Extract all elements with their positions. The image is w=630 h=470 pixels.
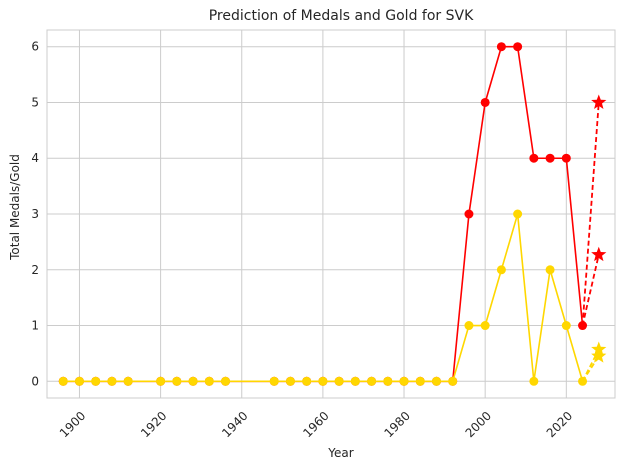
y-tick-label: 4 (31, 151, 39, 165)
gold-data-point (156, 376, 166, 386)
total-prediction-line (581, 254, 600, 326)
y-tick-label: 3 (31, 207, 39, 221)
y-tick-label: 5 (31, 95, 39, 109)
gold-data-point (58, 376, 68, 386)
total-data-point (561, 153, 571, 163)
total-data-point (496, 42, 506, 52)
gold-data-point (480, 321, 490, 331)
gold-data-point (269, 376, 279, 386)
gold-data-point (399, 376, 409, 386)
total-prediction-star (591, 94, 607, 109)
gold-data-point (383, 376, 393, 386)
gold-series-line (63, 213, 584, 383)
gold-data-point (123, 376, 133, 386)
gold-data-point (431, 376, 441, 386)
total-prediction-star (591, 246, 607, 262)
total-data-point (464, 209, 474, 219)
gold-data-point (204, 376, 214, 386)
y-tick-label: 6 (31, 40, 39, 54)
gold-data-point (302, 376, 312, 386)
gold-data-point (415, 376, 425, 386)
gold-data-point (367, 376, 377, 386)
total-data-point (480, 97, 490, 107)
total-prediction-line (581, 102, 600, 326)
gold-data-point (545, 265, 555, 275)
total-data-point (513, 42, 523, 52)
gold-data-point (513, 209, 523, 219)
chart-title: Prediction of Medals and Gold for SVK (209, 8, 474, 24)
gold-data-point (91, 376, 101, 386)
gold-data-point (221, 376, 231, 386)
series-layer (58, 42, 607, 386)
gold-data-point (74, 376, 84, 386)
gold-data-point (188, 376, 198, 386)
y-axis-label: Total Medals/Gold (8, 154, 22, 261)
gold-data-point (350, 376, 360, 386)
x-axis-label: Year (327, 446, 353, 460)
gold-data-point (464, 321, 474, 331)
gold-data-point (529, 376, 539, 386)
gold-data-point (285, 376, 295, 386)
gold-data-point (334, 376, 344, 386)
plot-frame (46, 29, 616, 399)
gold-data-point (318, 376, 328, 386)
gold-prediction-line (581, 349, 600, 382)
y-ticks: 0 1 2 3 4 5 6 (31, 40, 39, 389)
y-tick-label: 0 (31, 374, 39, 388)
gold-data-point (107, 376, 117, 386)
y-tick-label: 2 (31, 263, 39, 277)
gold-data-point (448, 376, 458, 386)
total-data-point (529, 153, 539, 163)
total-data-point (545, 153, 555, 163)
gold-data-point (496, 265, 506, 275)
gold-data-point (561, 321, 571, 331)
y-tick-label: 1 (31, 319, 39, 333)
gold-data-point (172, 376, 182, 386)
gold-prediction-star (591, 348, 607, 363)
